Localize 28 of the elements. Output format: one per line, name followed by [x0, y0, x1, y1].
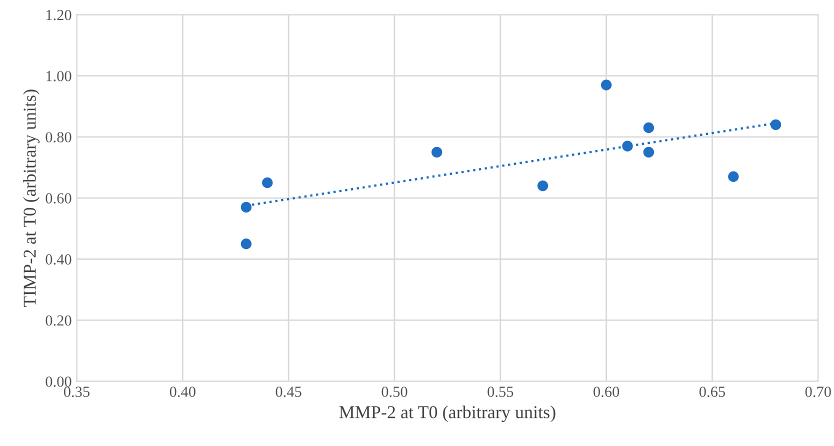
x-tick-label: 0.55 [488, 386, 514, 398]
y-axis-title: TIMP-2 at T0 (arbitrary units) [23, 90, 40, 307]
point [600, 80, 612, 90]
x-tick-label: 0.35 [64, 386, 90, 398]
y-tick-label: 0.00 [46, 376, 72, 387]
point [240, 238, 252, 250]
point [643, 146, 654, 158]
y-tick-label: 0.40 [46, 254, 72, 265]
point [240, 202, 252, 213]
y-tick-label: 0.60 [46, 193, 72, 204]
point [262, 177, 273, 188]
y-tick-label: 1.00 [46, 70, 72, 82]
point [643, 122, 654, 134]
point [770, 119, 782, 130]
y-tick-label: 0.20 [46, 315, 72, 326]
point [728, 171, 739, 182]
x-tick-label: 0.45 [276, 386, 302, 398]
point [431, 146, 442, 158]
x-tick-label: 0.70 [805, 386, 831, 398]
point [622, 140, 633, 152]
y-tick-label: 1.20 [46, 10, 72, 20]
x-tick-label: 0.65 [699, 386, 726, 398]
x-axis-title: MMP-2 at T0 (arbitrary units) [339, 406, 556, 422]
x-tick-label: 0.40 [170, 386, 196, 398]
x-tick-label: 0.60 [594, 386, 620, 398]
point [537, 180, 548, 192]
y-tick-label: 0.80 [46, 132, 72, 142]
x-tick-label: 0.50 [382, 386, 408, 398]
